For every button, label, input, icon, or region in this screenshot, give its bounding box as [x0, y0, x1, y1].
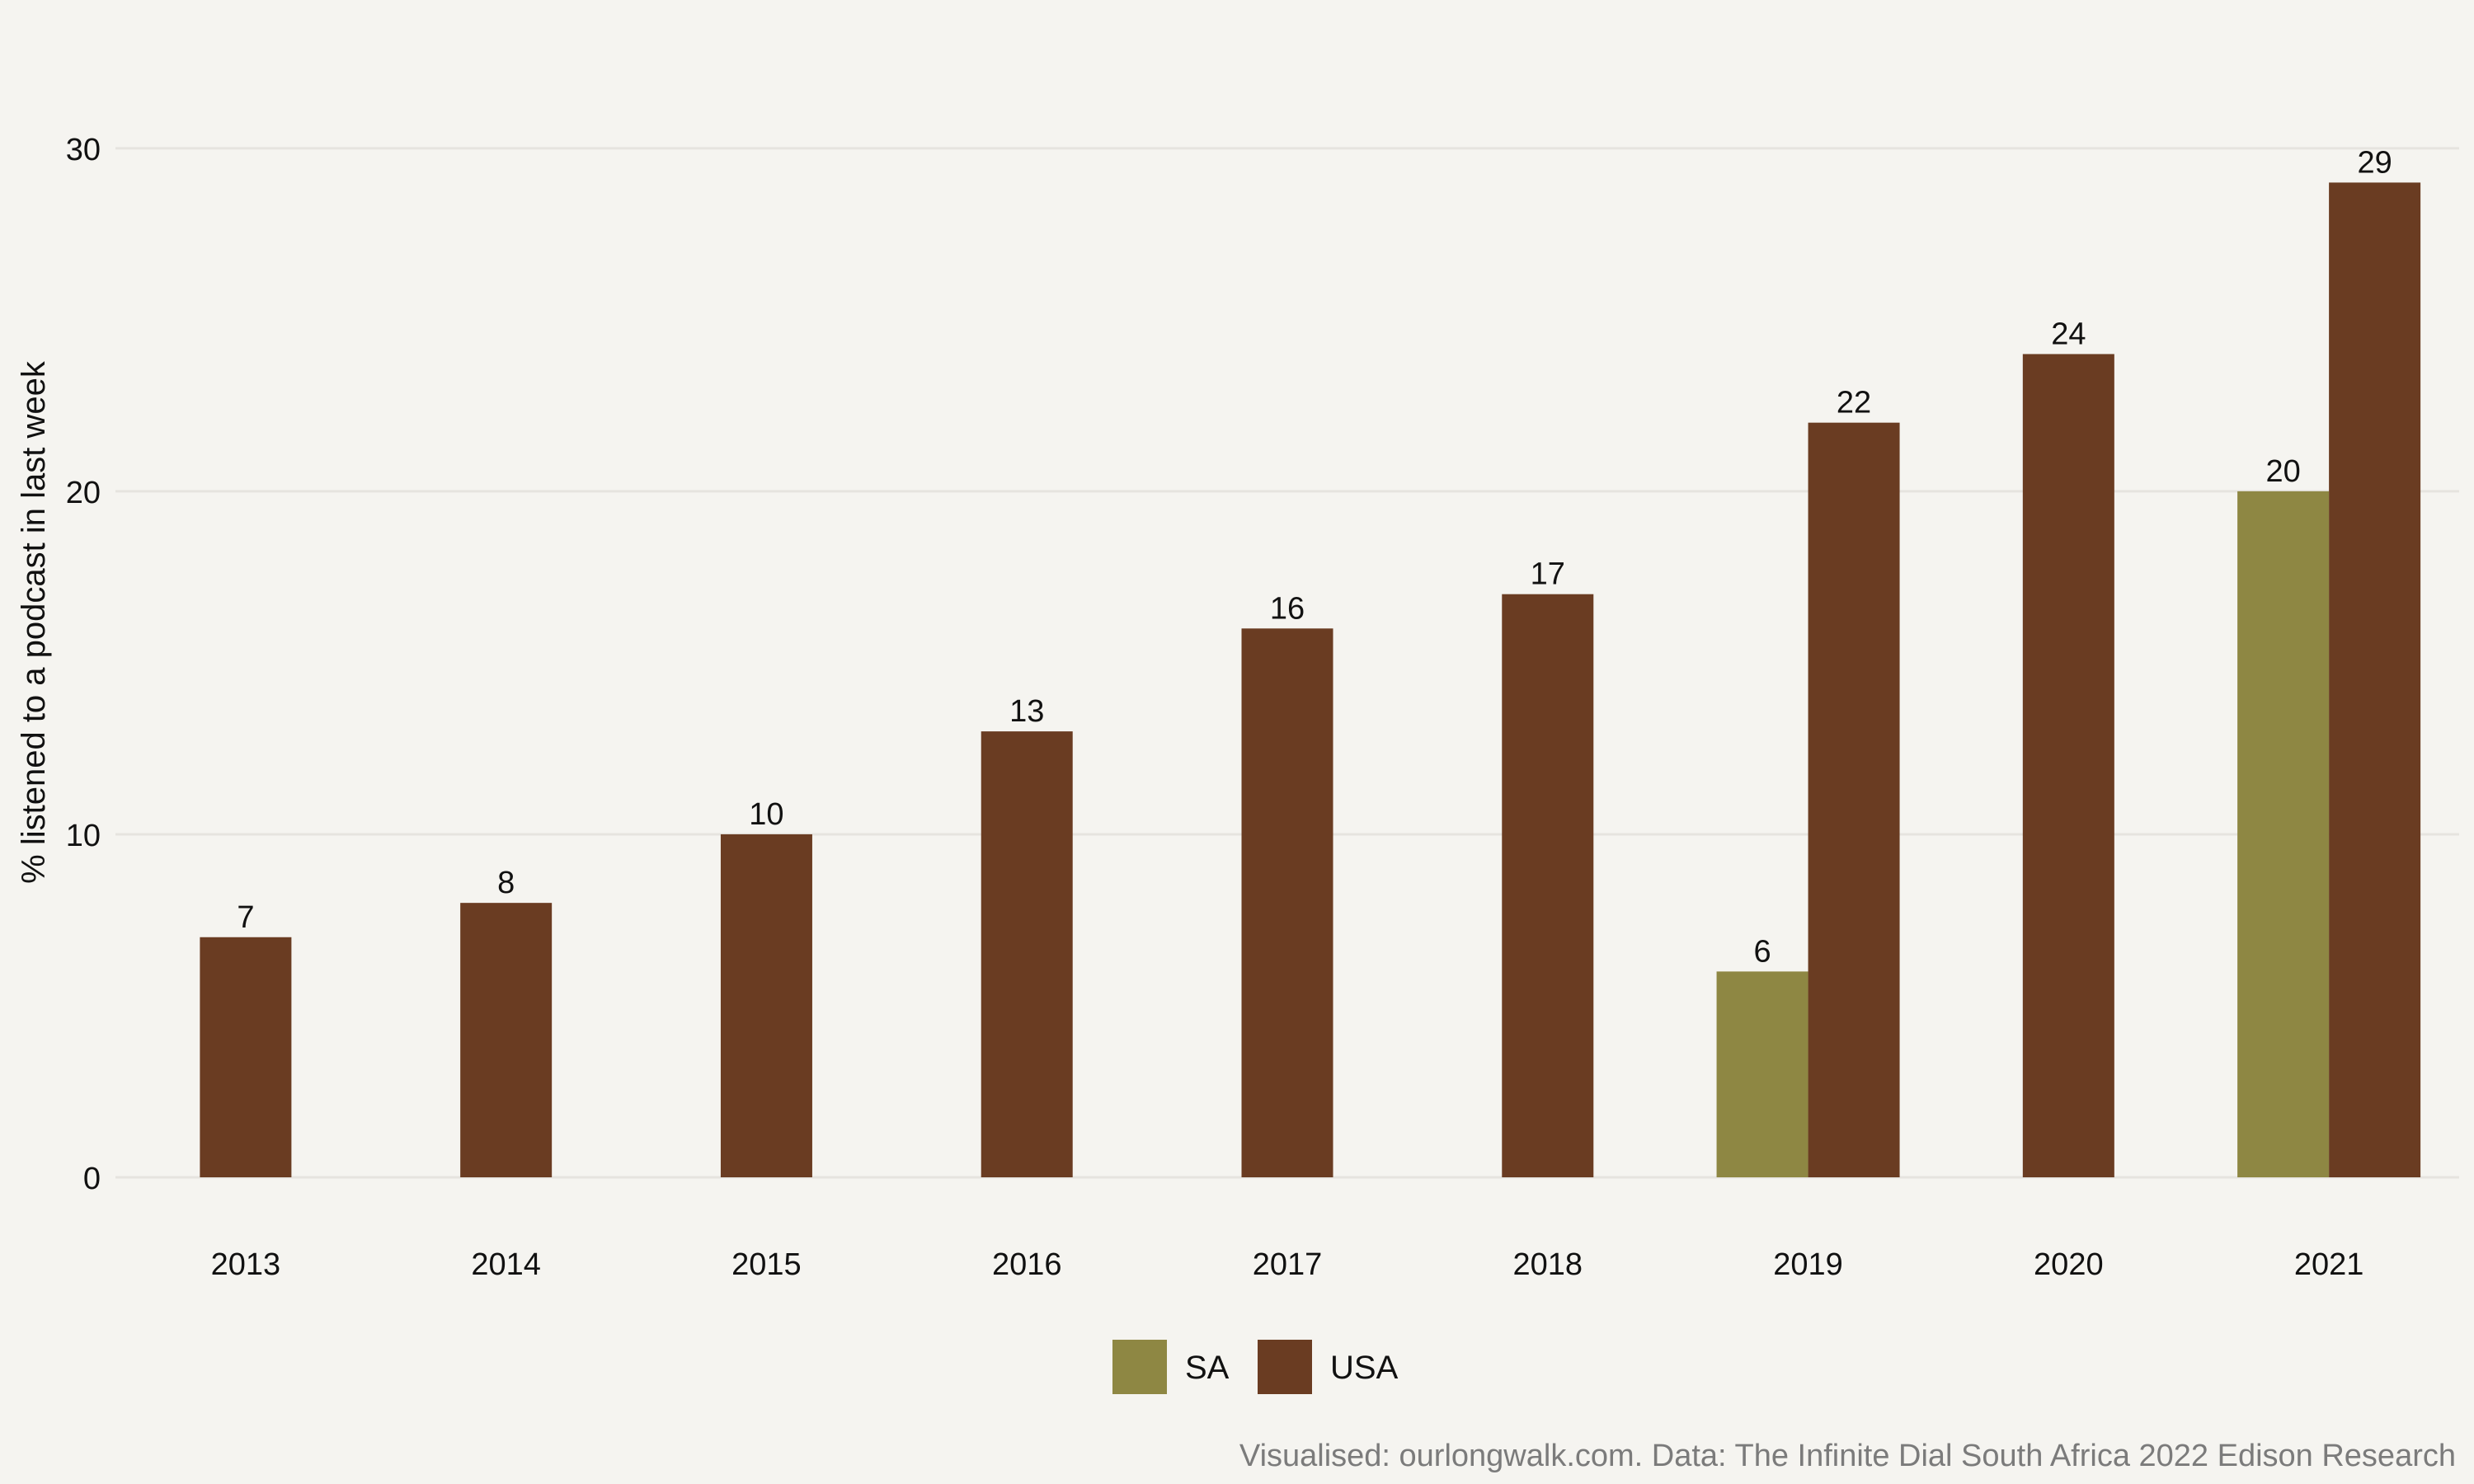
bar-value-label: 13 [1009, 694, 1044, 729]
x-tick-label: 2018 [1513, 1247, 1583, 1282]
x-tick-label: 2016 [992, 1247, 1062, 1282]
legend-label-sa: SA [1185, 1350, 1230, 1386]
y-tick-label: 20 [66, 476, 101, 510]
bar-value-labels: 7 8 10 13 16 17 6 22 24 20 29 [237, 145, 2392, 969]
bar-value-label: 24 [2051, 317, 2086, 351]
bar-usa-2020 [2022, 354, 2114, 1177]
bar-value-label: 7 [237, 900, 254, 935]
x-axis-ticks: 2013 2014 2015 2016 2017 2018 2019 2020 2021 [211, 1247, 2364, 1282]
bar-sa-2019 [1716, 971, 1808, 1177]
y-axis-ticks: 0 10 20 30 [66, 133, 101, 1196]
bar-value-label: 22 [1837, 386, 1871, 420]
bar-usa-2021 [2329, 182, 2421, 1178]
y-tick-label: 30 [66, 133, 101, 167]
bar-value-label: 10 [749, 797, 783, 832]
bar-sa-2021 [2237, 491, 2330, 1177]
bar-value-label: 6 [1753, 934, 1771, 969]
bars [200, 182, 2421, 1178]
bar-usa-2016 [981, 731, 1073, 1177]
bar-value-label: 16 [1270, 591, 1305, 626]
y-axis-label: % listened to a podcast in last week [16, 360, 52, 884]
x-tick-label: 2013 [211, 1247, 281, 1282]
x-tick-label: 2021 [2294, 1247, 2364, 1282]
bar-usa-2019 [1808, 422, 1900, 1177]
bar-value-label: 8 [497, 866, 515, 900]
x-tick-label: 2015 [731, 1247, 802, 1282]
y-tick-label: 10 [66, 819, 101, 853]
bar-value-label: 20 [2265, 454, 2300, 489]
legend-swatch-usa [1258, 1340, 1312, 1394]
bar-usa-2015 [720, 834, 812, 1177]
bar-value-label: 29 [2357, 145, 2392, 180]
x-tick-label: 2019 [1773, 1247, 1843, 1282]
bar-usa-2014 [460, 903, 553, 1177]
bar-usa-2018 [1502, 594, 1594, 1177]
source-caption: Visualised: ourlongwalk.com. Data: The I… [1239, 1439, 2456, 1473]
bar-usa-2017 [1241, 628, 1333, 1177]
bar-usa-2013 [200, 937, 292, 1177]
legend: SA USA [1112, 1340, 1399, 1394]
x-tick-label: 2014 [471, 1247, 541, 1282]
bar-value-label: 17 [1531, 557, 1565, 592]
x-tick-label: 2020 [2034, 1247, 2104, 1282]
legend-swatch-sa [1112, 1340, 1167, 1394]
legend-label-usa: USA [1330, 1350, 1399, 1386]
x-tick-label: 2017 [1253, 1247, 1323, 1282]
y-tick-label: 0 [83, 1162, 101, 1196]
